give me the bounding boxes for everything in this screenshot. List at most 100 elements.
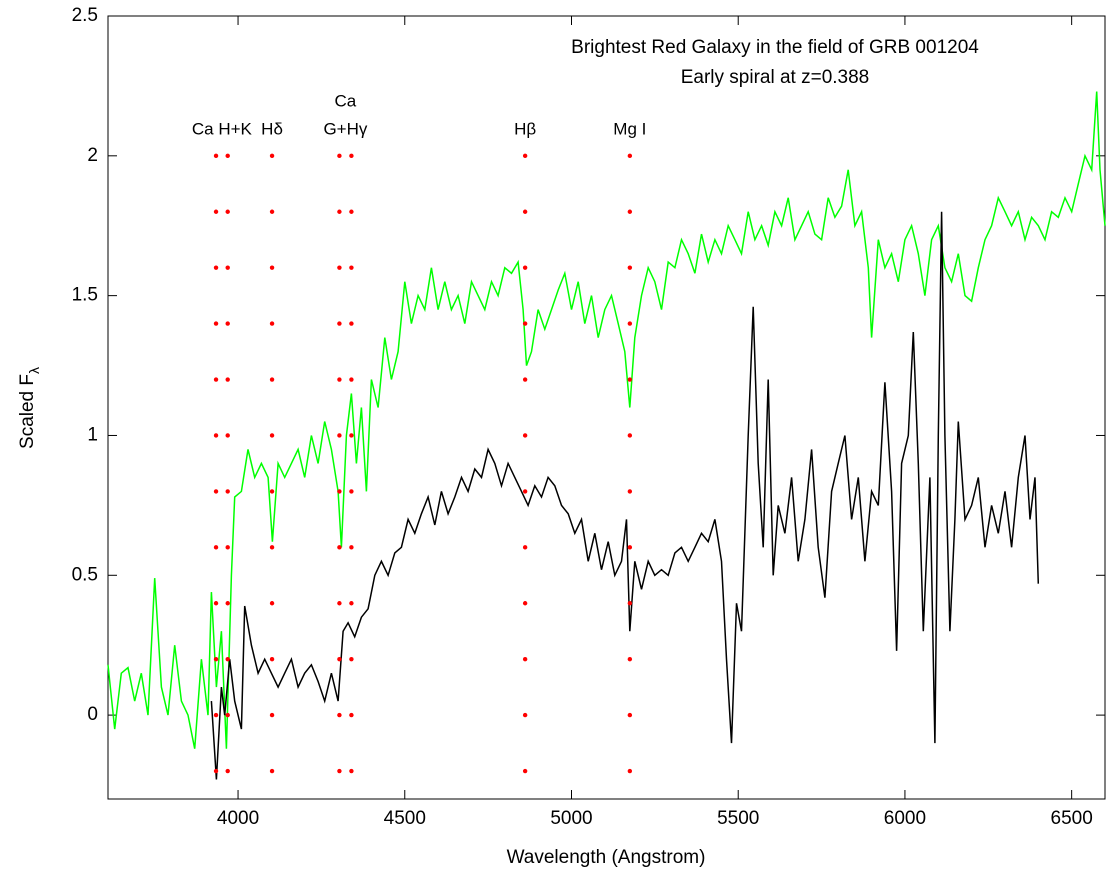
marker-dot xyxy=(225,377,230,382)
marker-dot xyxy=(522,153,528,159)
marker-dot xyxy=(349,433,354,438)
y-axis-label-subscript: λ xyxy=(26,367,42,374)
marker-dot xyxy=(269,265,275,270)
marker-dot xyxy=(213,768,219,774)
marker-dot xyxy=(213,712,219,718)
marker-dot xyxy=(269,768,275,774)
marker-dot xyxy=(225,209,230,214)
data-line xyxy=(107,91,1106,749)
marker-dot xyxy=(213,209,219,214)
marker-dot xyxy=(225,656,230,662)
marker-dot xyxy=(337,601,342,606)
marker-dot xyxy=(269,489,275,494)
marker-dot xyxy=(522,265,528,270)
marker-dot xyxy=(349,209,354,214)
marker-dot xyxy=(522,321,528,326)
marker-dot xyxy=(213,433,219,438)
marker-dot xyxy=(225,433,230,438)
marker-dot xyxy=(213,601,219,606)
marker-dot xyxy=(213,656,219,662)
x-tick-label: 4000 xyxy=(217,808,259,829)
marker-dot xyxy=(627,712,633,718)
marker-label: G+Hγ xyxy=(323,119,367,138)
marker-dot xyxy=(225,489,230,494)
marker-dot xyxy=(269,656,275,662)
marker-dot xyxy=(213,321,219,326)
marker-dot xyxy=(349,321,354,326)
marker-dot xyxy=(522,433,528,438)
marker-dot xyxy=(337,768,342,774)
marker-dot xyxy=(213,153,219,159)
marker-dot xyxy=(627,209,633,214)
marker-dot xyxy=(225,153,230,159)
marker-dot xyxy=(337,377,342,382)
marker-dot xyxy=(627,153,633,159)
marker-dot xyxy=(627,265,633,270)
marker-dot xyxy=(349,712,354,718)
chart-title: Brightest Red Galaxy in the field of GRB… xyxy=(571,37,979,58)
y-tick-label: 1 xyxy=(87,424,98,445)
marker-dot xyxy=(627,656,633,662)
y-axis-label-text: Scaled F xyxy=(17,374,38,449)
marker-label: Mg I xyxy=(613,119,646,138)
marker-dot xyxy=(349,377,354,382)
marker-dot xyxy=(269,433,275,438)
x-axis-label: Wavelength (Angstrom) xyxy=(507,847,706,868)
marker-dot xyxy=(337,321,342,326)
marker-dot xyxy=(349,545,354,550)
marker-dot xyxy=(269,545,275,550)
y-tick-label: 2.5 xyxy=(72,5,98,26)
marker-dot xyxy=(225,265,230,270)
marker-dot xyxy=(269,153,275,159)
marker-dot xyxy=(349,601,354,606)
marker-dot xyxy=(337,153,342,159)
marker-dot xyxy=(522,712,528,718)
marker-dot xyxy=(627,377,633,382)
x-tick-label: 6500 xyxy=(1051,808,1093,829)
y-tick-label: 2 xyxy=(87,145,98,166)
marker-label: Hβ xyxy=(514,119,536,138)
marker-label: Ca H+K xyxy=(192,119,253,138)
marker-dot xyxy=(269,377,275,382)
marker-dot xyxy=(627,433,633,438)
marker-label: Ca xyxy=(335,91,357,110)
marker-label: Hδ xyxy=(261,119,283,138)
chart-subtitle: Early spiral at z=0.388 xyxy=(681,67,870,88)
marker-dot xyxy=(522,489,528,494)
data-line xyxy=(210,211,1040,780)
y-axis-label: Scaled Fλ xyxy=(17,367,42,449)
marker-dot xyxy=(627,768,633,774)
marker-dot xyxy=(522,601,528,606)
marker-dot xyxy=(337,656,342,662)
marker-dot xyxy=(225,601,230,606)
marker-dot xyxy=(269,321,275,326)
marker-dot xyxy=(269,209,275,214)
marker-dot xyxy=(337,489,342,494)
marker-dot xyxy=(627,601,633,606)
marker-dot xyxy=(349,656,354,662)
y-tick-label: 0 xyxy=(87,704,98,725)
marker-dot xyxy=(522,209,528,214)
marker-dot xyxy=(225,545,230,550)
marker-dot xyxy=(337,209,342,214)
marker-dot xyxy=(522,545,528,550)
marker-dot xyxy=(349,153,354,159)
x-tick-label: 5000 xyxy=(550,808,592,829)
y-tick-label: 0.5 xyxy=(72,564,98,585)
marker-dot xyxy=(213,545,219,550)
marker-dot xyxy=(522,377,528,382)
marker-dot xyxy=(269,712,275,718)
marker-dot xyxy=(522,768,528,774)
marker-dot xyxy=(349,265,354,270)
marker-dot xyxy=(213,377,219,382)
marker-dot xyxy=(349,768,354,774)
x-tick-label: 5500 xyxy=(717,808,759,829)
x-tick-label: 4500 xyxy=(384,808,426,829)
marker-dot xyxy=(213,489,219,494)
y-tick-label: 1.5 xyxy=(72,285,98,306)
marker-dot xyxy=(627,545,633,550)
marker-dot xyxy=(213,265,219,270)
marker-dot xyxy=(522,656,528,662)
marker-dot xyxy=(269,601,275,606)
